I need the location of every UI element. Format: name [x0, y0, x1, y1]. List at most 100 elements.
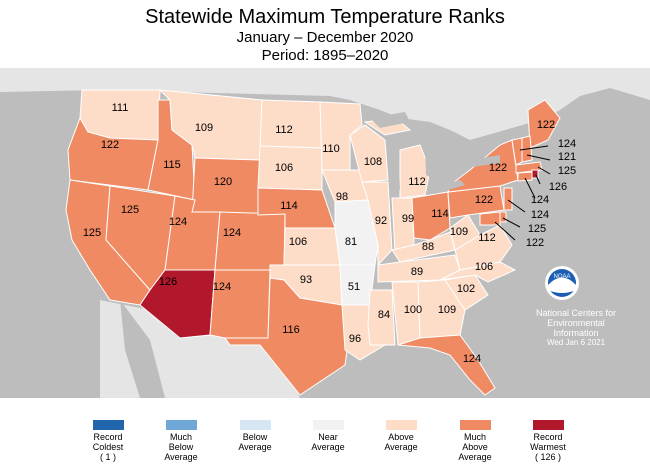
state-DE	[499, 211, 507, 223]
legend-item-much-below: Much Below Average	[146, 420, 216, 462]
legend-swatch	[459, 420, 491, 430]
label-OR: 122	[101, 139, 119, 151]
lake-superior	[370, 112, 410, 128]
legend-label-line: Below	[168, 442, 194, 452]
state-FL	[397, 334, 496, 396]
map-header: Statewide Maximum Temperature Ranks Janu…	[0, 0, 650, 68]
label-CA: 125	[83, 227, 101, 239]
legend-item-near: Near Average	[293, 420, 363, 452]
legend-item-below: Below Average	[220, 420, 290, 452]
legend-swatch	[385, 420, 417, 430]
label-AZ: 126	[159, 276, 177, 288]
callout-line-RI	[535, 174, 541, 185]
label-VT: 124	[558, 138, 576, 150]
state-CO	[214, 211, 286, 271]
legend-label-line: Record	[533, 432, 563, 442]
legend-label-line: Average	[164, 452, 198, 462]
legend-label-line: ( 1 )	[99, 452, 116, 462]
noaa-logo-text: NOAA	[553, 274, 570, 280]
label-MN: 110	[322, 143, 340, 155]
label-RI: 126	[549, 181, 567, 193]
label-ME: 122	[537, 119, 555, 131]
ncei-credit: National Centers for Environmental Infor…	[521, 308, 631, 348]
legend-label-line: Coldest	[92, 442, 124, 452]
label-OK: 93	[300, 274, 312, 286]
callout-line-MA	[537, 166, 551, 175]
label-GA: 109	[438, 304, 456, 316]
state-MD	[479, 211, 501, 226]
lake-ontario	[470, 155, 500, 167]
lake-erie	[430, 180, 465, 194]
label-MD: 122	[526, 237, 544, 249]
legend-label-line: Average	[311, 442, 345, 452]
label-WV: 109	[450, 226, 468, 238]
label-AL: 100	[404, 304, 422, 316]
us-map: 111 122 125 125 115 109 120 124 126 124 …	[0, 68, 650, 398]
legend-swatch	[239, 420, 271, 430]
label-KY: 88	[422, 241, 434, 253]
canada-land	[0, 68, 650, 140]
label-PA: 122	[475, 194, 493, 206]
ncei-date: Wed Jan 6 2021	[546, 338, 606, 347]
legend-label-line: Average	[384, 442, 418, 452]
legend-label-line: Above	[462, 442, 488, 452]
legend-label-line: Below	[242, 432, 268, 442]
legend: Record Coldest( 1 ) Much Below Average Belo…	[0, 420, 650, 475]
callout-line-NJ	[507, 199, 526, 213]
legend-label-line: Much	[169, 432, 192, 442]
legend-label-line: Average	[458, 452, 492, 462]
callout-line-VT	[519, 145, 549, 151]
label-KS: 106	[289, 236, 307, 248]
label-CT: 124	[531, 194, 549, 206]
label-WA: 111	[112, 102, 129, 114]
label-ND: 112	[275, 124, 293, 136]
label-CO: 124	[223, 227, 241, 239]
legend-item-record-coldest: Record Coldest( 1 )	[73, 420, 143, 462]
callout-line-MD	[494, 221, 516, 241]
label-SC: 102	[457, 283, 475, 295]
period: Period: 1895–2020	[261, 47, 389, 64]
label-NY: 122	[489, 162, 507, 174]
label-ID: 115	[163, 159, 181, 171]
legend-label-line: Average	[238, 442, 272, 452]
label-LA: 96	[349, 333, 361, 345]
label-IN: 99	[402, 213, 414, 225]
state-TX	[224, 277, 351, 396]
ncei-line-1: National Centers for	[535, 308, 617, 318]
date-range: January – December 2020	[236, 29, 414, 46]
map-svg: 111 122 125 125 115 109 120 124 126 124 …	[0, 68, 650, 398]
legend-swatch	[532, 420, 564, 430]
legend-item-record-warmest: Record Warmest( 126 )	[513, 420, 583, 462]
label-MA: 125	[558, 165, 576, 177]
label-FL: 124	[463, 353, 481, 365]
label-MI: 112	[408, 176, 426, 188]
label-AR: 51	[348, 281, 360, 293]
label-MS: 84	[378, 309, 390, 321]
state-OH	[411, 191, 451, 241]
label-NC: 106	[475, 261, 493, 273]
legend-label-line: Record	[93, 432, 123, 442]
label-SD: 106	[275, 162, 293, 174]
legend-swatch	[312, 420, 344, 430]
state-CT	[517, 171, 533, 182]
map-title: Statewide Maximum Temperature Ranks	[145, 6, 505, 28]
gulf-of-california	[120, 300, 165, 398]
state-WI	[349, 124, 389, 183]
lake-michigan	[388, 138, 400, 190]
noaa-logo: NOAA	[545, 266, 579, 300]
callout-line-DE	[502, 217, 521, 228]
label-WI: 108	[364, 156, 382, 168]
ncei-line-3: Information	[553, 328, 599, 338]
label-MT: 109	[195, 122, 213, 134]
legend-label-line: Above	[388, 432, 414, 442]
label-NH: 121	[558, 151, 576, 163]
label-VA: 112	[478, 232, 496, 244]
ncei-line-2: Environmental	[547, 318, 605, 328]
label-WY: 120	[214, 176, 232, 188]
label-MO: 81	[345, 236, 357, 248]
state-IN	[391, 197, 415, 253]
label-NV: 125	[121, 204, 139, 216]
callout-line-NH	[526, 154, 551, 161]
legend-label-line: ( 126 )	[534, 452, 561, 462]
legend-label-line: Much	[463, 432, 486, 442]
